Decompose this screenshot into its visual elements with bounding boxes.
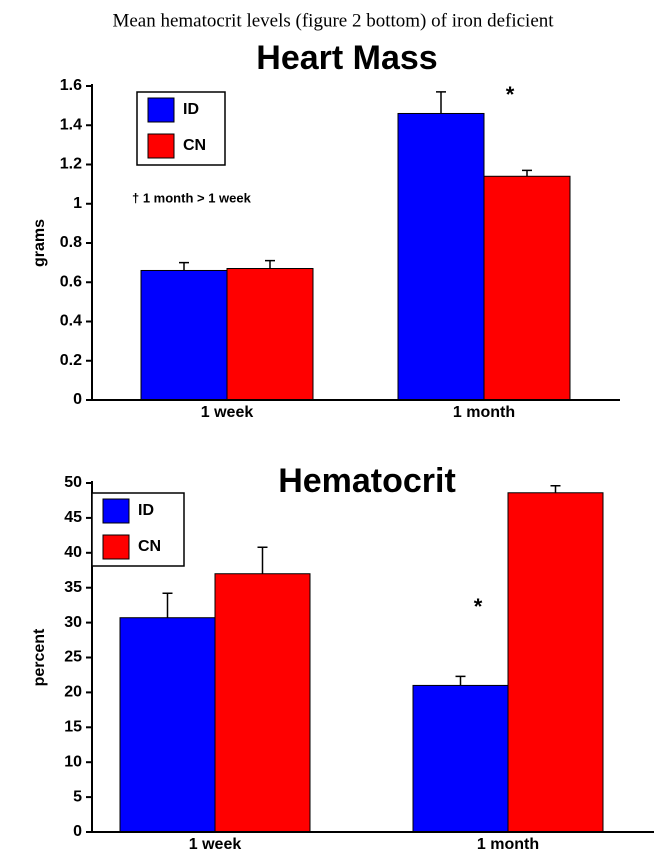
y-tick-label: 1.4 bbox=[60, 116, 82, 133]
x-tick-label: 1 week bbox=[201, 404, 254, 421]
y-tick-label: 35 bbox=[64, 579, 82, 596]
y-tick-label: 45 bbox=[64, 509, 82, 526]
y-tick-label: 0 bbox=[73, 823, 82, 840]
y-tick-label: 0.2 bbox=[60, 352, 82, 369]
error-bar bbox=[265, 259, 275, 269]
y-axis-label: grams bbox=[31, 219, 48, 267]
error-bar bbox=[455, 675, 466, 686]
legend-swatch bbox=[147, 97, 175, 123]
chart-title: Heart Mass bbox=[256, 39, 437, 77]
error-bar bbox=[550, 485, 561, 493]
y-tick-label: 30 bbox=[64, 614, 82, 631]
y-tick-label: 25 bbox=[64, 649, 82, 666]
bar bbox=[507, 492, 604, 833]
error-bar bbox=[257, 546, 268, 574]
y-tick-label: 1.6 bbox=[60, 77, 82, 94]
y-tick-label: 1 bbox=[73, 195, 82, 212]
annotation: * bbox=[474, 594, 483, 619]
y-tick-label: 0.4 bbox=[60, 313, 82, 330]
y-tick-label: 10 bbox=[64, 753, 82, 770]
bar bbox=[226, 268, 314, 401]
y-tick-label: 50 bbox=[64, 474, 82, 491]
y-axis-label: percent bbox=[31, 628, 48, 686]
legend-label: ID bbox=[138, 502, 154, 519]
bar bbox=[214, 573, 311, 833]
error-bar bbox=[522, 169, 532, 177]
bar bbox=[483, 175, 571, 401]
bar bbox=[119, 617, 216, 833]
annotation: † 1 month > 1 week bbox=[132, 190, 252, 205]
x-tick-label: 1 month bbox=[453, 404, 515, 421]
legend-swatch bbox=[102, 498, 130, 524]
annotation: * bbox=[506, 82, 515, 107]
y-tick-label: 40 bbox=[64, 544, 82, 561]
y-tick-label: 0.8 bbox=[60, 234, 82, 251]
x-tick-label: 1 week bbox=[189, 836, 242, 853]
legend-label: CN bbox=[183, 137, 206, 154]
x-tick-label: 1 month bbox=[477, 836, 539, 853]
legend-label: ID bbox=[183, 101, 199, 118]
caption: Mean hematocrit levels (figure 2 bottom)… bbox=[112, 10, 554, 31]
chart-title: Hematocrit bbox=[278, 462, 456, 500]
legend-label: CN bbox=[138, 538, 161, 555]
legend-swatch bbox=[102, 534, 130, 560]
error-bar bbox=[179, 261, 189, 271]
bar bbox=[140, 269, 228, 401]
y-tick-label: 1.2 bbox=[60, 156, 82, 173]
legend-swatch bbox=[147, 133, 175, 159]
bar bbox=[412, 684, 509, 833]
y-tick-label: 0.6 bbox=[60, 273, 82, 290]
error-bar bbox=[436, 91, 446, 114]
bar bbox=[397, 112, 485, 401]
y-tick-label: 20 bbox=[64, 684, 82, 701]
error-bar bbox=[162, 592, 173, 618]
y-tick-label: 15 bbox=[64, 719, 82, 736]
y-tick-label: 5 bbox=[73, 788, 82, 805]
y-tick-label: 0 bbox=[73, 391, 82, 408]
